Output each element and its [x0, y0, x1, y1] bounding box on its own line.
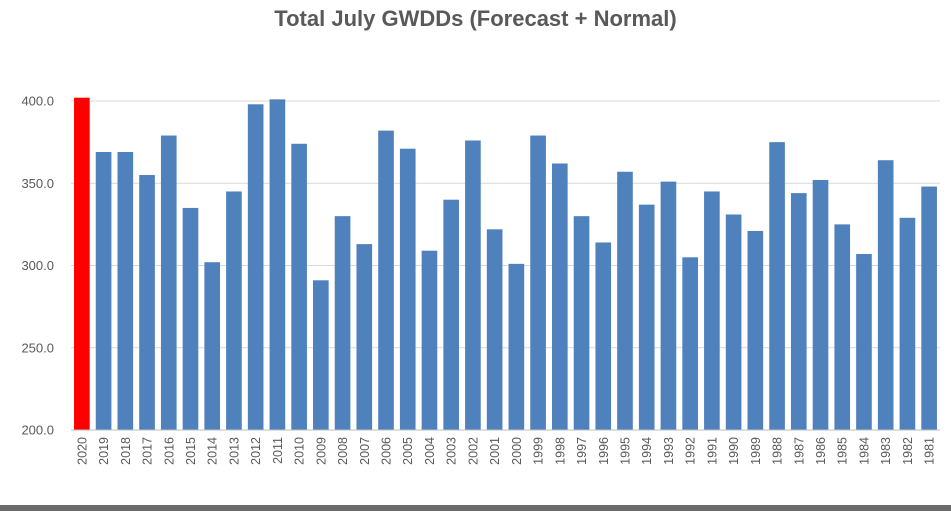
x-tick-label: 1999 [532, 437, 546, 465]
bar [877, 160, 894, 430]
bars [74, 97, 937, 431]
bar-highlight [74, 97, 90, 431]
bar [921, 186, 937, 430]
bar [465, 140, 481, 431]
x-tick-label: 1989 [749, 437, 763, 465]
bar [226, 191, 242, 430]
x-tick-label: 2004 [423, 437, 437, 465]
x-tick-label: 2001 [488, 437, 502, 465]
x-axis-ticks: 2020 2019 2018 2017 2016 2015 2014 2013 2012 2011… [75, 437, 936, 465]
y-tick-label: 350.0 [21, 176, 54, 191]
x-tick-label: 1992 [684, 437, 698, 465]
bar [399, 148, 416, 430]
bar [139, 175, 155, 430]
bar [204, 262, 221, 430]
bar [378, 130, 394, 431]
bar [638, 204, 655, 430]
x-tick-label: 2018 [119, 437, 133, 465]
x-tick-label: 2003 [445, 437, 459, 465]
y-axis-ticks: 200.0 250.0 300.0 350.0 400.0 [21, 94, 54, 438]
x-tick-label: 1982 [901, 437, 915, 465]
x-tick-label: 1987 [792, 437, 806, 465]
x-tick-label: 2014 [206, 437, 220, 465]
bar [747, 230, 764, 430]
chart-title: Total July GWDDs (Forecast + Normal) [274, 6, 677, 31]
x-tick-label: 2016 [162, 437, 176, 465]
x-tick-label: 2019 [97, 437, 111, 465]
x-tick-label: 2012 [249, 437, 263, 465]
x-tick-label: 2000 [510, 437, 524, 465]
bar [573, 216, 590, 430]
x-tick-label: 2007 [358, 437, 372, 465]
x-tick-label: 1991 [705, 437, 719, 465]
x-tick-label: 2020 [75, 437, 89, 465]
bar [486, 229, 503, 430]
bar [182, 207, 199, 430]
x-tick-label: 1995 [618, 437, 632, 465]
bar [334, 216, 351, 430]
bar [117, 151, 134, 430]
gridlines [71, 100, 940, 431]
bar [660, 181, 677, 430]
x-tick-label: 2013 [227, 437, 241, 465]
x-tick-label: 2005 [401, 437, 415, 465]
x-tick-label: 1981 [923, 437, 937, 465]
x-tick-label: 2011 [271, 437, 285, 464]
bar [899, 217, 916, 430]
x-tick-label: 2009 [314, 437, 328, 465]
bar [812, 179, 829, 430]
x-tick-label: 1990 [727, 437, 741, 465]
bar [834, 224, 851, 430]
bar [551, 163, 568, 430]
bar [269, 99, 286, 430]
x-tick-label: 1994 [640, 437, 654, 465]
bar [356, 244, 373, 430]
bar [508, 263, 525, 430]
bar [530, 135, 546, 431]
x-tick-label: 2017 [141, 437, 155, 465]
bar [247, 104, 264, 430]
y-tick-label: 200.0 [21, 423, 54, 438]
bar [595, 242, 612, 430]
bar [421, 250, 438, 430]
x-tick-label: 1998 [553, 437, 567, 465]
x-tick-label: 1985 [836, 437, 850, 465]
x-tick-label: 1996 [597, 437, 611, 465]
x-tick-label: 2015 [184, 437, 198, 465]
bar [682, 257, 698, 430]
y-tick-label: 400.0 [21, 94, 54, 109]
x-tick-label: 2008 [336, 437, 350, 465]
x-tick-label: 1986 [814, 437, 828, 465]
bar [769, 142, 785, 430]
bar [313, 280, 329, 430]
bar [725, 214, 742, 430]
bar [291, 143, 307, 430]
bar [443, 199, 460, 430]
y-tick-label: 300.0 [21, 258, 54, 273]
x-tick-label: 1984 [857, 437, 871, 465]
y-tick-label: 250.0 [21, 340, 54, 355]
bar [704, 191, 720, 430]
x-tick-label: 2002 [466, 437, 480, 465]
bar [617, 171, 633, 431]
x-tick-label: 2010 [293, 437, 307, 465]
x-tick-label: 1997 [575, 437, 589, 465]
x-tick-label: 1988 [771, 437, 785, 465]
bar [856, 253, 872, 430]
x-tick-label: 1993 [662, 437, 676, 465]
bottom-strip [0, 505, 951, 511]
bar [790, 193, 807, 430]
x-tick-label: 1983 [879, 437, 893, 465]
x-tick-label: 2006 [380, 437, 394, 465]
bar [95, 151, 112, 430]
bar [160, 135, 177, 431]
